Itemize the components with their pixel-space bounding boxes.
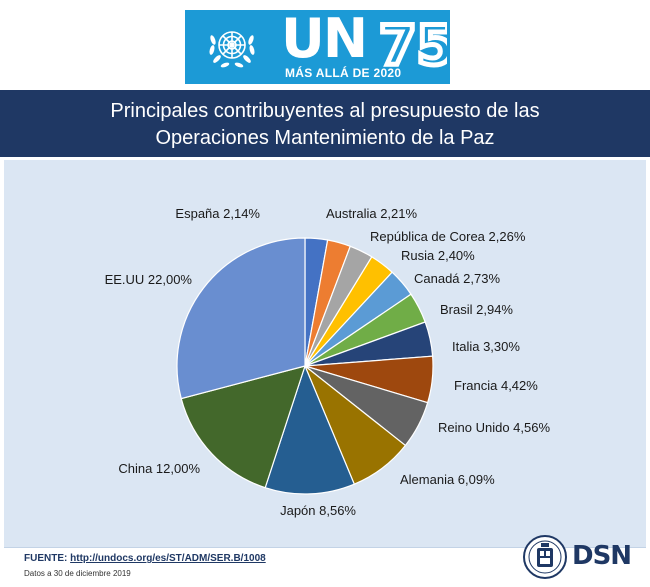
- source-line: FUENTE: http://undocs.org/es/ST/ADM/SER.…: [24, 553, 266, 564]
- source-link[interactable]: http://undocs.org/es/ST/ADM/SER.B/1008: [70, 553, 266, 564]
- pie-chart: España 2,14% Australia 2,21% República de …: [105, 206, 551, 518]
- dsn-logo: DSN: [572, 541, 632, 571]
- chart-title-line-1: Principales contribuyentes al presupuest…: [110, 100, 540, 122]
- chart-title-bar: Principales contribuyentes al presupuest…: [0, 90, 650, 157]
- slice-label: Japón 8,56%: [280, 503, 356, 518]
- chart-title-line-2: Operaciones Mantenimiento de la Paz: [155, 127, 495, 149]
- pie-slice: [264, 364, 356, 495]
- slice-label: Italia 3,30%: [452, 339, 520, 354]
- pie-slice: [180, 365, 306, 489]
- slice-label: Francia 4,42%: [454, 378, 538, 393]
- slice-label: EE.UU 22,00%: [105, 272, 193, 287]
- un-75-number: 75: [377, 12, 448, 80]
- slice-label: República de Corea 2,26%: [370, 229, 526, 244]
- un-letters: UN: [281, 10, 368, 70]
- crest-icon: [523, 535, 567, 579]
- source-label: FUENTE:: [24, 553, 68, 564]
- pie-slice: [176, 237, 306, 400]
- slice-label: Australia 2,21%: [326, 206, 417, 221]
- slice-label: Canadá 2,73%: [414, 271, 500, 286]
- date-note: Datos a 30 de diciembre 2019: [24, 569, 131, 578]
- un75-banner: UN 75 MÁS ALLÁ DE 2020: [185, 10, 450, 84]
- slice-label: Alemania 6,09%: [400, 472, 495, 487]
- slice-label: Reino Unido 4,56%: [438, 420, 550, 435]
- un-75-text: 75: [379, 14, 447, 77]
- banner-subtitle: MÁS ALLÁ DE 2020: [285, 66, 402, 80]
- un-emblem-icon: [209, 31, 255, 68]
- chart-panel: España 2,14% Australia 2,21% República de …: [4, 160, 646, 548]
- slice-label: España 2,14%: [175, 206, 260, 221]
- slice-label: China 12,00%: [118, 461, 200, 476]
- slice-label: Rusia 2,40%: [401, 248, 475, 263]
- slice-label: Brasil 2,94%: [440, 302, 513, 317]
